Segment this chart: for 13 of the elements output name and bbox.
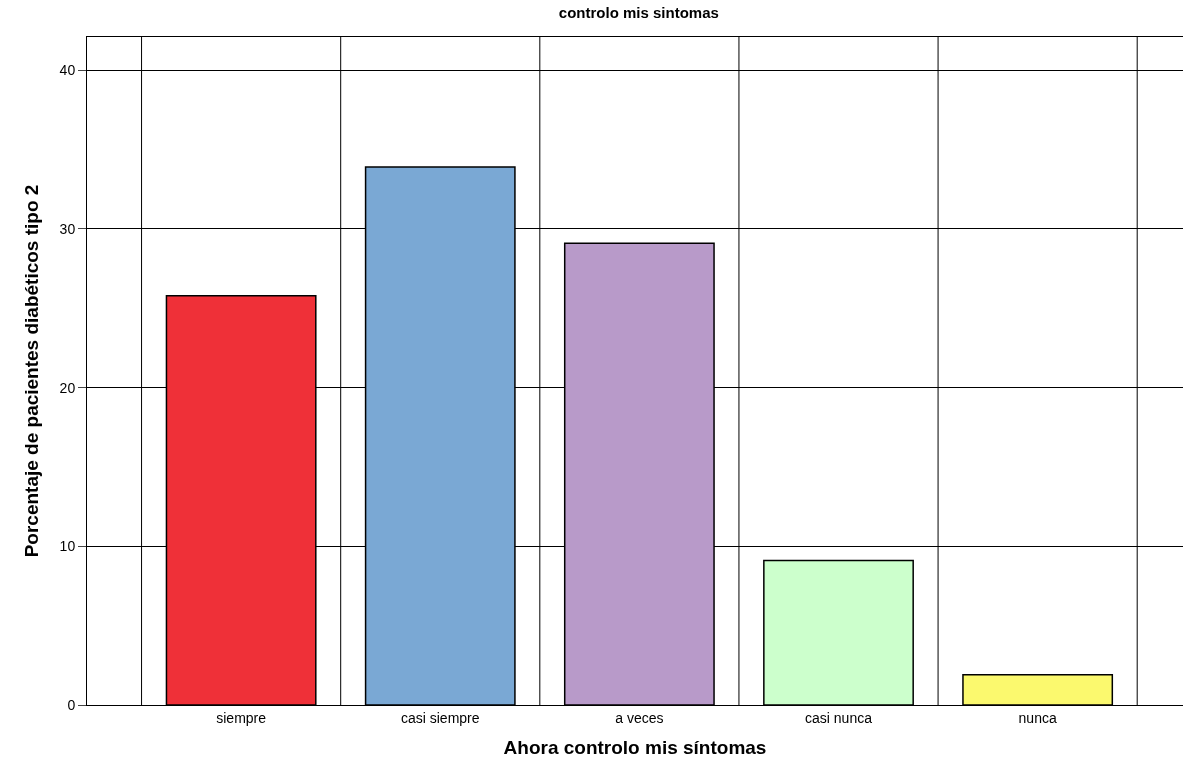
y-tick-label: 10 xyxy=(59,538,76,555)
y-axis-title: Porcentaje de pacientes diabéticos tipo 2 xyxy=(21,184,43,558)
chart-title: controlo mis sintomas xyxy=(558,4,719,22)
x-tick-label: casi nunca xyxy=(805,709,873,726)
x-tick-label: siempre xyxy=(216,709,267,726)
y-tick-label: 40 xyxy=(59,62,76,79)
x-tick-label: casi siempre xyxy=(400,709,480,726)
y-tick-label: 20 xyxy=(59,379,76,396)
y-tick-label: 0 xyxy=(67,696,76,713)
y-tick-label: 30 xyxy=(59,220,76,237)
x-tick-label: nunca xyxy=(1018,709,1057,726)
x-axis-title: Ahora controlo mis síntomas xyxy=(503,736,767,758)
x-tick-label: a veces xyxy=(615,709,664,726)
